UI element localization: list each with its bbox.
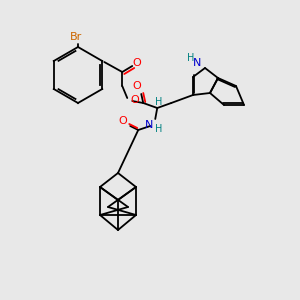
Text: H: H <box>187 53 195 63</box>
Text: O: O <box>133 58 142 68</box>
Text: N: N <box>145 120 153 130</box>
Text: O: O <box>131 95 140 105</box>
Text: Br: Br <box>70 32 82 42</box>
Text: H: H <box>154 97 162 107</box>
Text: N: N <box>193 58 201 68</box>
Text: H: H <box>154 124 162 134</box>
Text: O: O <box>119 116 128 126</box>
Text: O: O <box>133 81 142 91</box>
